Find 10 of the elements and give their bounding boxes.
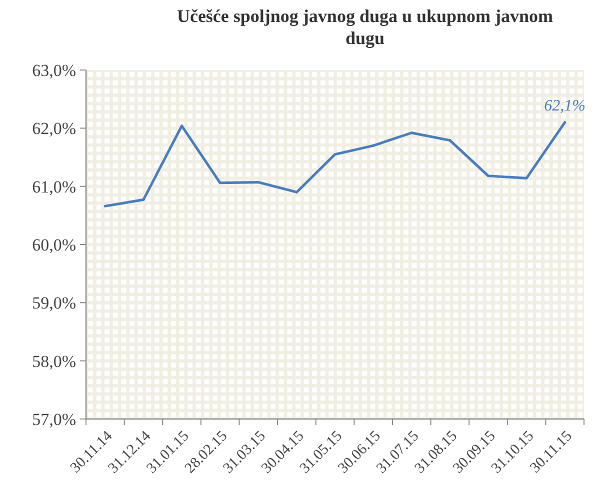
data-label: 62,1% <box>544 97 586 114</box>
y-tick-label: 63,0% <box>32 60 76 80</box>
y-tick-label: 60,0% <box>32 235 76 254</box>
y-tick-label: 58,0% <box>32 352 76 371</box>
y-tick-label: 61,0% <box>32 177 76 196</box>
line-series <box>104 121 566 208</box>
y-tick-label: 57,0% <box>32 410 76 429</box>
y-tick-label: 62,0% <box>32 119 76 138</box>
y-tick-label: 59,0% <box>32 294 76 313</box>
chart-title: Učešće spoljnog javnog duga u ukupnom javnom dugu <box>176 6 554 48</box>
